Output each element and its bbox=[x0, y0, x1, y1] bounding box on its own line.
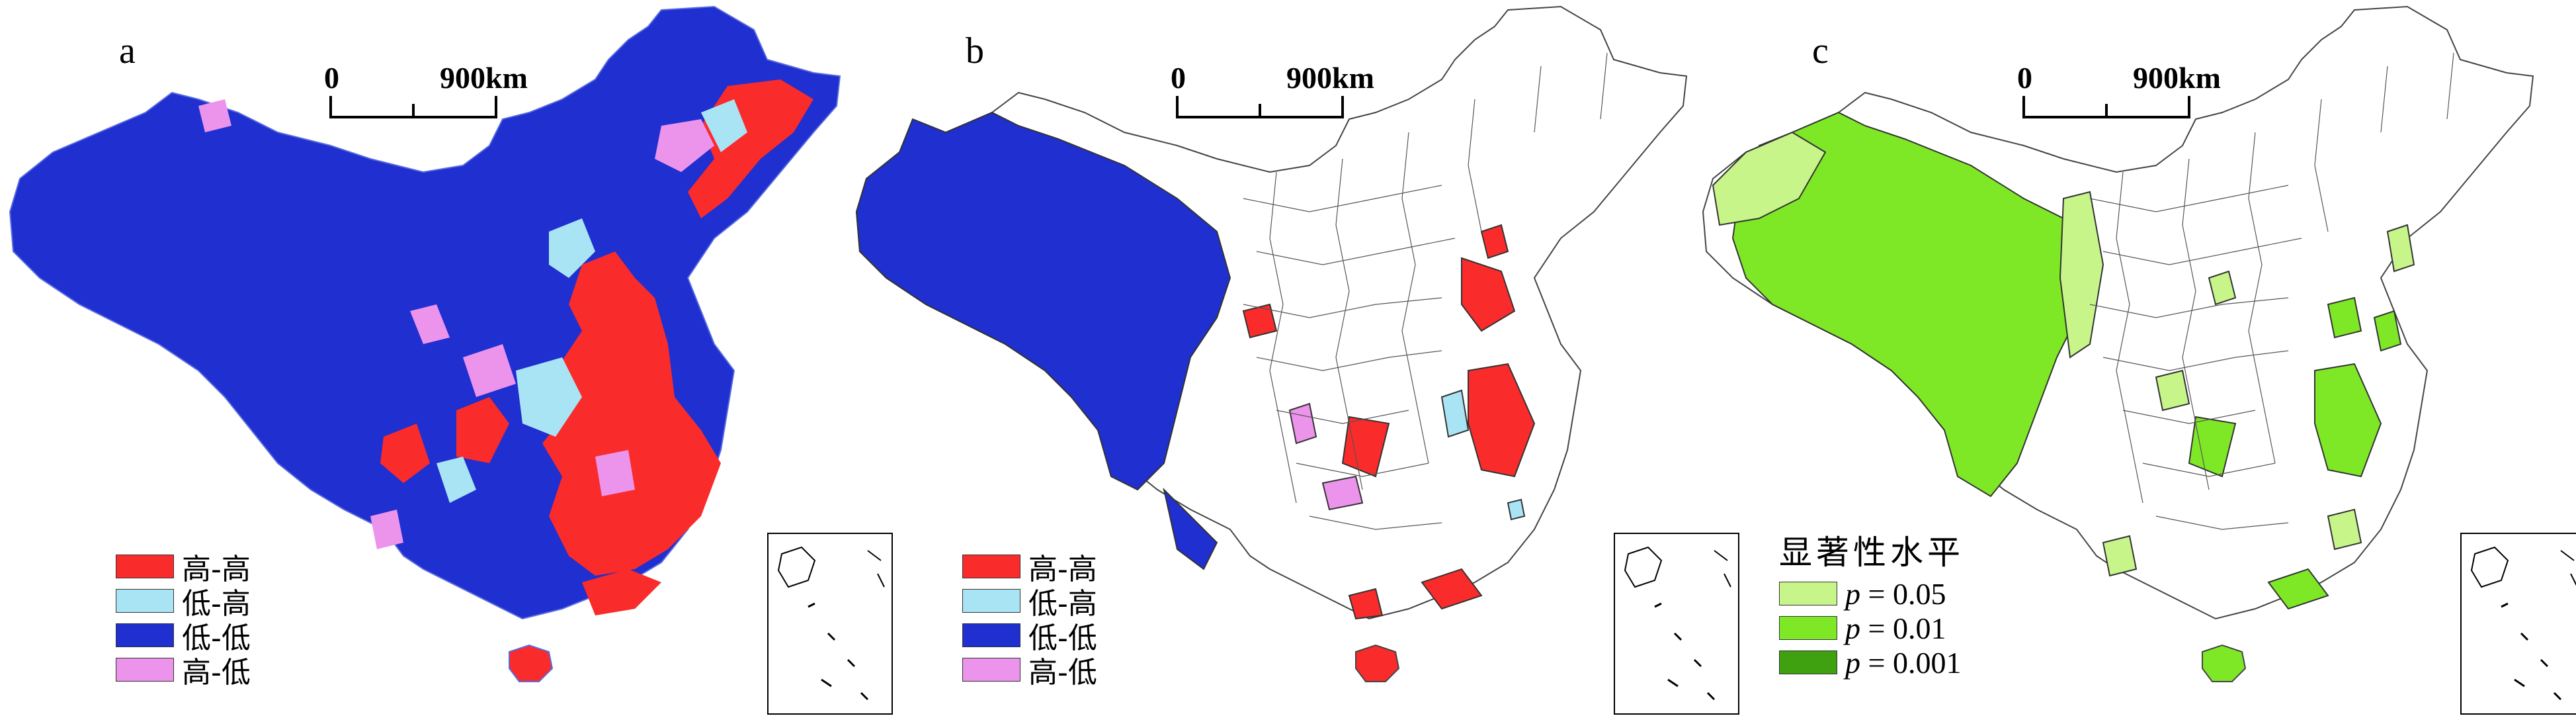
inset-map bbox=[1624, 546, 1731, 701]
sig-005-northwest bbox=[1712, 131, 1827, 226]
legend-label: p = 0.001 bbox=[1845, 645, 1962, 680]
china-map-a bbox=[9, 5, 841, 682]
legend-item: 高-低 bbox=[116, 652, 251, 690]
low-low-west bbox=[855, 111, 1231, 491]
cluster-low-high bbox=[436, 99, 747, 503]
legend-swatch bbox=[1779, 582, 1837, 605]
scale-zero: 0 bbox=[324, 61, 339, 95]
china-map-c bbox=[1702, 5, 2534, 682]
south-china-sea-inset bbox=[767, 533, 893, 715]
panel-label: c bbox=[1812, 30, 1829, 71]
legend-item: p = 0.01 bbox=[1779, 611, 1964, 645]
cluster-low-high bbox=[1440, 389, 1526, 521]
scale-line bbox=[329, 96, 497, 118]
legend-swatch bbox=[116, 589, 174, 613]
cluster-high-low bbox=[198, 99, 714, 549]
legend: 显著性水平 p = 0.05 p = 0.01 p = 0.001 bbox=[1779, 526, 1964, 680]
county-boundaries bbox=[1243, 52, 1608, 530]
sig-001-west bbox=[1731, 111, 2085, 498]
low-low-south bbox=[1163, 487, 1218, 570]
hainan-island bbox=[1355, 644, 1400, 682]
legend: 高-高 低-高 低-低 高-低 bbox=[116, 549, 251, 690]
legend-label: 高-高 bbox=[1028, 553, 1097, 586]
south-china-sea-inset bbox=[1614, 533, 1739, 715]
legend-swatch bbox=[962, 589, 1020, 613]
legend-label: p = 0.01 bbox=[1845, 611, 1946, 645]
legend-label: 低-高 bbox=[182, 587, 251, 621]
hainan-island bbox=[509, 644, 554, 682]
panel-label: b bbox=[966, 30, 984, 71]
legend-label: 高-低 bbox=[182, 656, 251, 690]
legend-item: p = 0.05 bbox=[1779, 576, 1964, 611]
legend-item: 高-低 bbox=[962, 652, 1097, 690]
panel-label: a bbox=[119, 30, 136, 71]
sig-005-clusters bbox=[2102, 224, 2415, 577]
hainan-island bbox=[2202, 644, 2247, 682]
scale-zero: 0 bbox=[1171, 61, 1186, 95]
legend-swatch bbox=[1779, 616, 1837, 640]
legend-label: 低-高 bbox=[1028, 587, 1097, 621]
scale-distance: 900km bbox=[440, 61, 528, 95]
scale-distance: 900km bbox=[1286, 61, 1374, 95]
map-panel-c: c 0 900km 显著性水平 p = 0.05 p = 0.01 p = 0.… bbox=[1693, 0, 2576, 715]
legend-swatch bbox=[116, 623, 174, 647]
legend-label: p = 0.05 bbox=[1845, 576, 1946, 611]
sig-005-strip bbox=[2059, 191, 2104, 359]
legend-swatch bbox=[116, 658, 174, 682]
scale-line bbox=[1176, 96, 1344, 118]
cluster-high-low bbox=[1288, 402, 1364, 511]
scale-line bbox=[2022, 96, 2190, 118]
legend-swatch bbox=[1779, 650, 1837, 674]
legend-item: p = 0.001 bbox=[1779, 645, 1964, 680]
map-panel-b: b 0 900km 高-高 低-高 低-低 高-低 bbox=[847, 0, 1739, 715]
inset-map bbox=[777, 546, 885, 701]
legend-item: 高-高 bbox=[962, 549, 1097, 586]
map-panel-a: a 0 900km 高-高 低-高 低-低 高-低 bbox=[0, 0, 893, 715]
legend-swatch bbox=[962, 658, 1020, 682]
sig-001-clusters bbox=[2188, 296, 2402, 610]
legend-item: 低-高 bbox=[116, 584, 251, 621]
legend-item: 低-高 bbox=[962, 584, 1097, 621]
legend-swatch bbox=[116, 555, 174, 578]
china-map-b bbox=[855, 5, 1688, 682]
legend-label: 低-低 bbox=[182, 621, 251, 655]
scale-distance: 900km bbox=[2133, 61, 2221, 95]
scale-zero: 0 bbox=[2017, 61, 2032, 95]
legend-item: 高-高 bbox=[116, 549, 251, 586]
legend-item: 低-低 bbox=[116, 618, 251, 655]
legend: 高-高 低-高 低-低 高-低 bbox=[962, 549, 1097, 690]
inset-map bbox=[2470, 546, 2576, 701]
legend-swatch bbox=[962, 555, 1020, 578]
county-boundaries bbox=[2089, 52, 2454, 530]
legend-label: 高-高 bbox=[182, 553, 251, 586]
legend-swatch bbox=[962, 623, 1020, 647]
legend-title: 显著性水平 bbox=[1779, 533, 1964, 572]
legend-label: 低-低 bbox=[1028, 621, 1097, 655]
cluster-high-high bbox=[1242, 224, 1536, 620]
south-china-sea-inset bbox=[2460, 533, 2576, 715]
legend-item: 低-低 bbox=[962, 618, 1097, 655]
legend-label: 高-低 bbox=[1028, 656, 1097, 690]
